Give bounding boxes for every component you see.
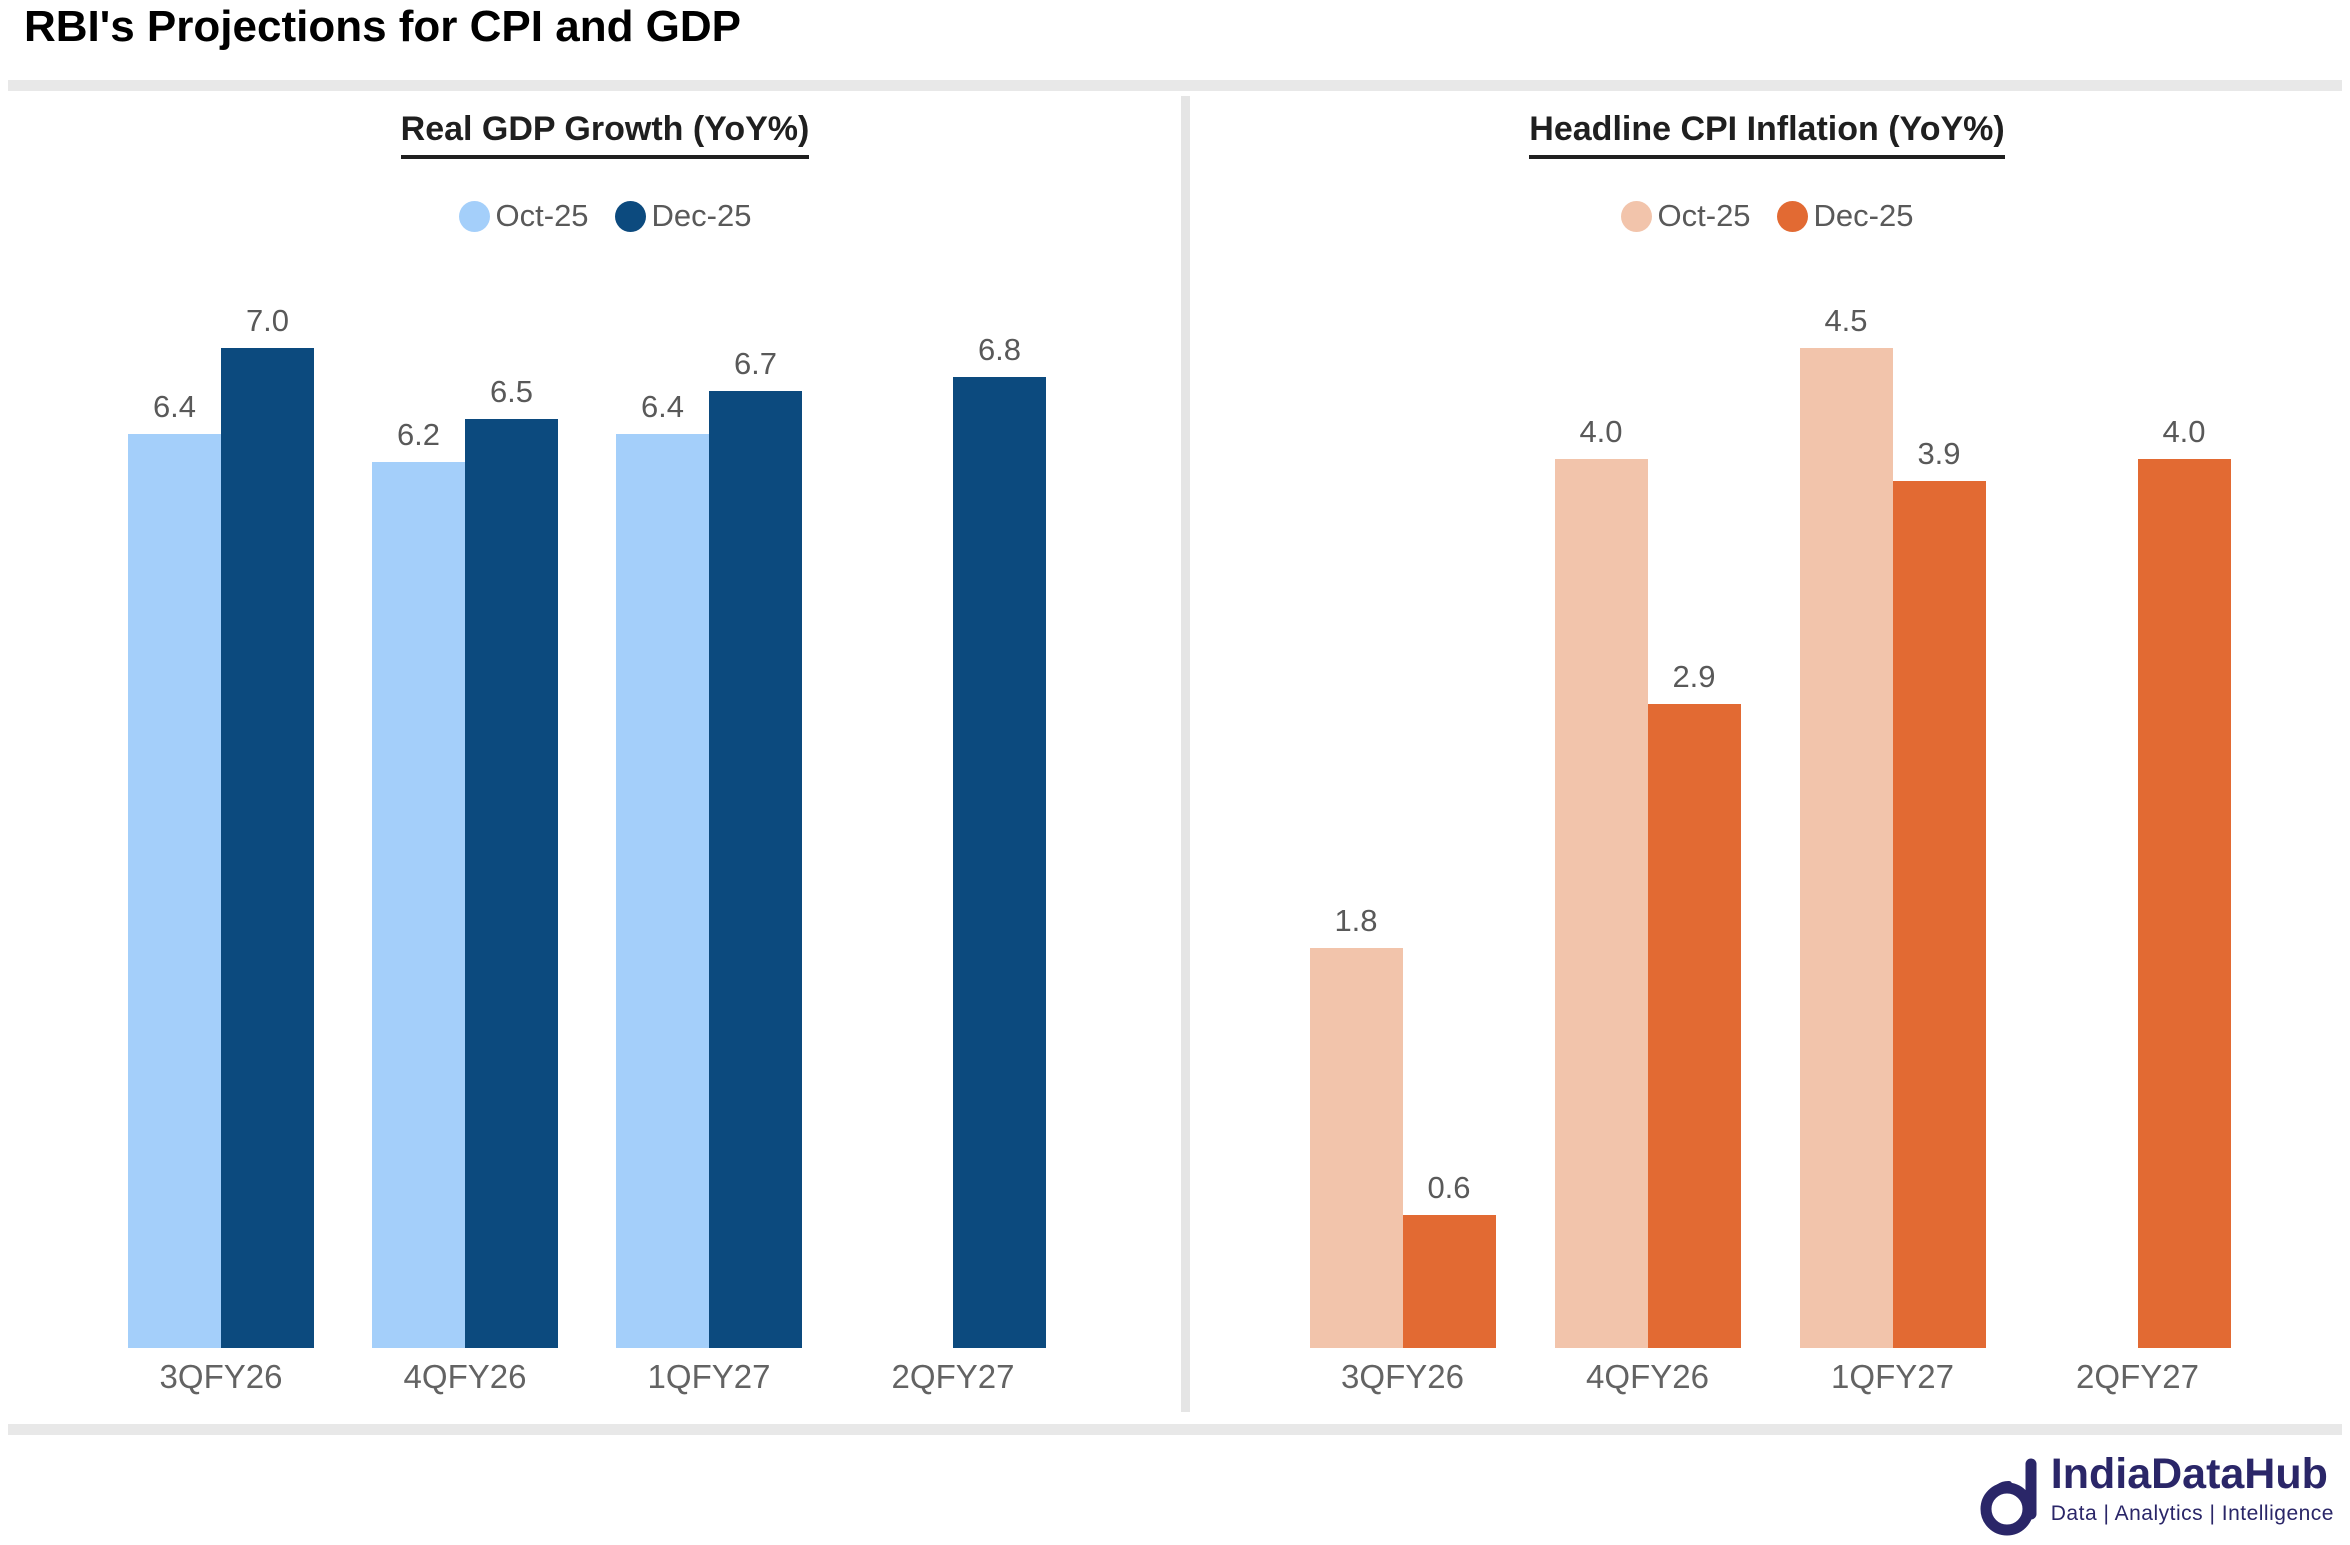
bar-slot: 6.2 — [372, 348, 465, 1348]
legend-item-dec-25: Dec-25 — [614, 198, 752, 234]
bar-value-label: 1.8 — [1334, 903, 1378, 938]
x-axis-label-2qfy27: 2QFY27 — [2076, 1358, 2199, 1395]
panel-divider — [1181, 96, 1190, 1412]
legend-item-oct-25: Oct-25 — [458, 198, 589, 234]
bar-oct-25-3qfy26 — [128, 433, 221, 1348]
bar-dec-25-2qfy27 — [953, 376, 1046, 1348]
legend-marker-dec-25 — [1776, 200, 1808, 232]
category-group-3qfy26: 6.4 7.0 — [99, 303, 343, 1348]
bar-value-label: 6.2 — [396, 417, 441, 453]
bar-slot: 2.9 — [1647, 348, 1741, 1348]
x-axis-label-1qfy27: 1QFY27 — [647, 1358, 771, 1395]
legend-label: Dec-25 — [651, 198, 752, 233]
bar-oct-25-1qfy27 — [616, 433, 709, 1348]
bar-dec-25-4qfy26 — [1647, 703, 1741, 1348]
cpi-chart-legend: Oct-25 Dec-25 — [1192, 198, 2342, 234]
gdp-chart-legend: Oct-25 Dec-25 — [30, 198, 1180, 234]
category-group-4qfy26: 6.2 6.5 — [343, 348, 587, 1348]
bar-oct-25-4qfy26 — [372, 462, 465, 1348]
bar-slot: 4.0 — [2137, 348, 2231, 1348]
bar-slot: 6.5 — [465, 348, 558, 1348]
category-group-4qfy26: 4.0 2.9 — [1525, 348, 1770, 1348]
brand-tagline: Data | Analytics | Intelligence — [2050, 1502, 2334, 1526]
bar-slot: 4.0 — [1554, 348, 1648, 1348]
category-group-1qfy27: 6.4 6.7 — [587, 345, 831, 1348]
bar-slot: 6.8 — [953, 332, 1046, 1348]
legend-marker-oct-25 — [1620, 200, 1652, 232]
bar-value-label: 6.4 — [152, 388, 197, 424]
legend-marker-oct-25 — [458, 200, 490, 232]
gdp-chart-plot: 6.4 7.0 6.2 6.5 6.4 6.7 6.8 — [99, 303, 1075, 1348]
gdp-chart-x-axis: 3QFY26 4QFY26 1QFY27 2QFY27 — [99, 1358, 1075, 1396]
bar-value-label: 2.9 — [1672, 658, 1716, 694]
bar-oct-25-3qfy26 — [1309, 948, 1403, 1348]
legend-label: Oct-25 — [1657, 198, 1751, 233]
x-axis-label-2qfy27: 2QFY27 — [891, 1358, 1015, 1395]
bar-value-label: 4.0 — [2162, 414, 2206, 450]
x-axis-label-3qfy26: 3QFY26 — [1341, 1358, 1464, 1395]
bar-value-label: 6.4 — [640, 388, 685, 424]
bar-slot: 3.9 — [1892, 348, 1986, 1348]
cpi-chart-plot: 1.8 0.6 4.0 2.9 4.5 3.9 4.0 — [1280, 303, 2260, 1348]
legend-label: Dec-25 — [1813, 198, 1914, 233]
bar-value-label: 6.5 — [489, 374, 534, 410]
indiadatahub-logo: IndiaDataHub Data | Analytics | Intellig… — [1979, 1450, 2334, 1545]
bar-slot — [860, 348, 953, 1348]
bar-slot: 7.0 — [221, 303, 314, 1348]
bar-value-label: 3.9 — [1917, 436, 1961, 472]
cpi-chart-x-axis: 3QFY26 4QFY26 1QFY27 2QFY27 — [1280, 1358, 2260, 1396]
bar-oct-25-1qfy27 — [1799, 348, 1893, 1348]
bottom-divider — [8, 1424, 2342, 1435]
bar-value-label: 4.5 — [1824, 303, 1868, 338]
brand-name: IndiaDataHub — [2050, 1450, 2328, 1498]
x-axis-label-4qfy26: 4QFY26 — [403, 1358, 527, 1395]
category-group-2qfy27: 6.8 — [831, 332, 1075, 1348]
bar-value-label: 4.0 — [1579, 414, 1623, 450]
cpi-chart-panel: Headline CPI Inflation (YoY%) Oct-25 Dec-… — [1192, 96, 2342, 1412]
bar-slot: 6.4 — [128, 348, 221, 1348]
bar-dec-25-1qfy27 — [709, 390, 802, 1348]
bar-dec-25-4qfy26 — [465, 419, 558, 1348]
bar-value-label: 7.0 — [245, 303, 290, 338]
top-divider — [8, 80, 2342, 91]
page-title: RBI's Projections for CPI and GDP — [24, 2, 742, 51]
bar-dec-25-3qfy26 — [221, 348, 314, 1348]
bar-slot: 6.7 — [709, 345, 802, 1348]
bar-dec-25-2qfy27 — [2137, 459, 2231, 1348]
bar-slot: 1.8 — [1309, 348, 1403, 1348]
legend-label: Oct-25 — [495, 198, 589, 233]
bar-slot: 0.6 — [1402, 348, 1496, 1348]
bar-oct-25-4qfy26 — [1554, 459, 1648, 1348]
x-axis-label-3qfy26: 3QFY26 — [159, 1358, 283, 1395]
indiadatahub-logo-icon — [1979, 1452, 2045, 1545]
bar-slot: 6.4 — [616, 348, 709, 1348]
x-axis-label-1qfy27: 1QFY27 — [1831, 1358, 1954, 1395]
category-group-1qfy27: 4.5 3.9 — [1770, 303, 2015, 1348]
bar-dec-25-1qfy27 — [1892, 481, 1986, 1348]
bar-dec-25-3qfy26 — [1402, 1214, 1496, 1348]
legend-item-dec-25: Dec-25 — [1776, 198, 1914, 234]
bar-value-label: 6.7 — [733, 345, 778, 381]
x-axis-label-4qfy26: 4QFY26 — [1586, 1358, 1709, 1395]
legend-marker-dec-25 — [614, 200, 646, 232]
indiadatahub-logo-text: IndiaDataHub Data | Analytics | Intellig… — [2050, 1450, 2334, 1526]
bar-slot — [2045, 348, 2138, 1348]
gdp-chart-title: Real GDP Growth (YoY%) — [30, 110, 1180, 159]
cpi-chart-title: Headline CPI Inflation (YoY%) — [1192, 110, 2342, 159]
bar-value-label: 0.6 — [1427, 1169, 1471, 1205]
legend-item-oct-25: Oct-25 — [1620, 198, 1751, 234]
category-group-2qfy27: 4.0 — [2015, 348, 2260, 1348]
bar-slot: 4.5 — [1799, 303, 1893, 1348]
bar-value-label: 6.8 — [977, 331, 1022, 367]
category-group-3qfy26: 1.8 0.6 — [1280, 348, 1525, 1348]
gdp-chart-panel: Real GDP Growth (YoY%) Oct-25 Dec-25 6.4 7… — [30, 96, 1180, 1412]
